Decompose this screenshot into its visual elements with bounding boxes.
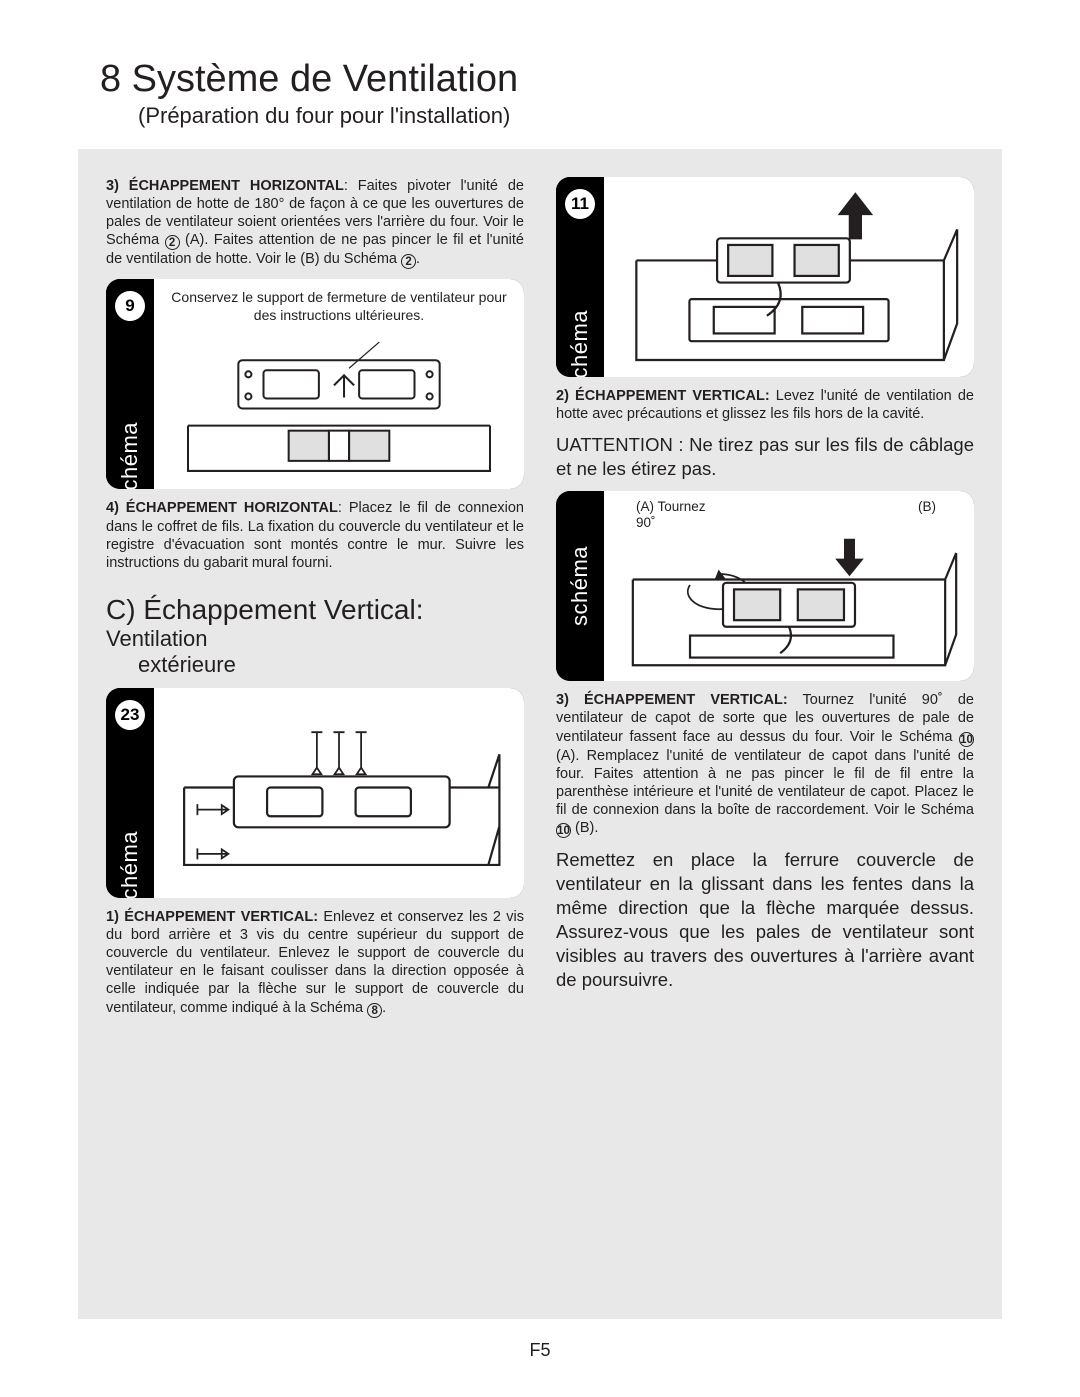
subsection-tail: Ventilation [106,626,208,651]
schema-vertical-label: schéma [567,546,593,626]
schema-tab: 9 schéma [106,279,154,489]
right-para-3: Remettez en place la ferrure couvercle d… [556,848,974,992]
section-subtitle: (Préparation du four pour l'installation… [138,103,1080,129]
schema-figure: Conservez le support de fermeture de ven… [154,279,524,489]
label-a: (A) Tournez 90˚ [636,499,726,530]
schema-tip: Conservez le support de fermeture de ven… [162,287,516,330]
schema-tab: 11 schéma [556,177,604,377]
schema-23: 23 schéma [106,688,524,898]
diagram-illustration [612,183,966,371]
caution-text: UATTENTION : Ne tirez pas sur les fils d… [556,433,974,481]
diagram-illustration [162,330,516,481]
content-panel: 3) ÉCHAPPEMENT HORIZONTAL: Faites pivote… [78,149,1002,1319]
page-number: F5 [0,1340,1080,1361]
schema-figure [604,177,974,377]
section-title: Système de Ventilation [132,58,519,101]
schema-figure [154,688,524,898]
schema-badge: 23 [115,700,145,730]
diagram-illustration [162,699,516,887]
schema-badge: 9 [115,291,145,321]
label-b: (B) [918,499,936,530]
subsection-lead: C) Échappement Vertical: [106,594,424,625]
schema-tab: 23 schéma [106,688,154,898]
schema-9: 9 schéma Conservez le support de fermetu… [106,279,524,489]
left-column: 3) ÉCHAPPEMENT HORIZONTAL: Faites pivote… [106,177,524,1028]
section-number: 8 [100,58,121,101]
schema-vertical-label: schéma [117,831,143,898]
right-column: 11 schéma [556,177,974,1028]
schema-figure: (A) Tournez 90˚ (B) [604,491,974,681]
page-header: 8 Système de Ventilation (Préparation du… [0,0,1080,129]
schema-11: 11 schéma [556,177,974,377]
left-para-3: 1) ÉCHAPPEMENT VERTICAL: Enlevez et cons… [106,908,524,1018]
right-para-1: 2) ÉCHAPPEMENT VERTICAL: Levez l'unité d… [556,387,974,423]
schema-badge: 11 [565,189,595,219]
subsection-c: C) Échappement Vertical: Ventilation ext… [106,594,524,678]
schema-rotate: schéma (A) Tournez 90˚ (B) [556,491,974,681]
schema-vertical-label: schéma [567,310,593,377]
schema-vertical-label: schéma [117,422,143,489]
left-para-2: 4) ÉCHAPPEMENT HORIZONTAL: Placez le fil… [106,499,524,572]
diagram-illustration [612,530,966,673]
schema-tab: schéma [556,491,604,681]
right-para-2: 3) ÉCHAPPEMENT VERTICAL: Tournez l'unité… [556,691,974,838]
left-para-1: 3) ÉCHAPPEMENT HORIZONTAL: Faites pivote… [106,177,524,269]
subsection-line2: extérieure [138,652,524,678]
